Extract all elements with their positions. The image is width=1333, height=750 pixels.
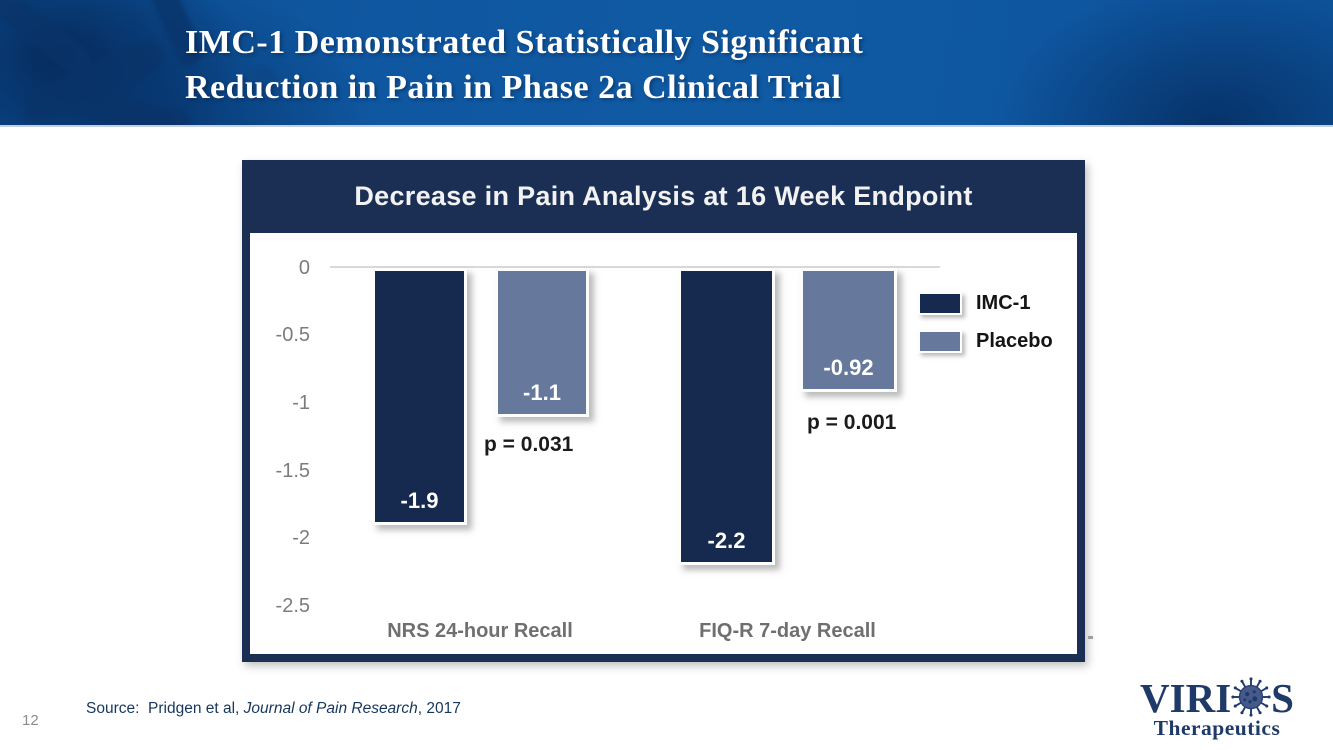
legend-label-placebo: Placebo [976, 330, 1053, 352]
virus-icon [1231, 676, 1271, 718]
y-axis-tick: -2 [292, 527, 310, 549]
legend: IMC-1 Placebo [918, 290, 1053, 366]
chart-panel [242, 160, 1085, 662]
legend-swatch-imc1 [918, 292, 962, 315]
logo-word-right: S [1271, 675, 1294, 721]
category-label-fiq: FIQ-R 7-day Recall [699, 620, 876, 642]
p-value-nrs: p = 0.031 [484, 433, 574, 456]
legend-item-imc1: IMC-1 [918, 290, 1053, 317]
source-journal: Journal of Pain Research [243, 700, 418, 717]
zero-gridline [330, 266, 940, 268]
bar-value-label: -0.92 [823, 355, 874, 380]
y-axis-tick: -1.5 [275, 460, 310, 482]
microbe-blob-icon [300, 30, 318, 48]
source-prefix: Source: Pridgen et al, [86, 700, 244, 717]
microbe-rod-icon [68, 87, 192, 125]
legend-item-placebo: Placebo [918, 328, 1053, 355]
microbe-art [0, 0, 430, 125]
bar-value-label: -2.2 [707, 528, 746, 553]
legend-swatch-placebo [918, 330, 962, 353]
bar-value-label: -1.1 [523, 380, 561, 405]
page-number: 12 [22, 712, 39, 729]
p-value-fiq: p = 0.001 [807, 411, 897, 434]
bar-imc1-nrs: -1.9 [372, 268, 467, 525]
source-citation: Source: Pridgen et al, Journal of Pain R… [86, 700, 461, 718]
category-label-nrs: NRS 24-hour Recall [387, 620, 573, 642]
source-suffix: , 2017 [417, 700, 461, 717]
y-axis-tick: -1 [292, 392, 310, 414]
bar-value-label: -1.9 [400, 488, 439, 513]
y-axis-tick: -0.5 [275, 324, 310, 346]
logo-word-left: VIRI [1140, 675, 1232, 721]
logo-subtitle: Therapeutics [1153, 716, 1281, 740]
microbe-blob-icon [250, 66, 276, 92]
chart-title-bar: Decrease in Pain Analysis at 16 Week End… [242, 160, 1085, 233]
logo-wordmark: VIRI [1126, 676, 1308, 720]
y-axis-tick: -2.5 [275, 595, 310, 617]
bar-placebo-fiq: -0.92 [800, 268, 897, 392]
slide-title: IMC-1 Demonstrated Statistically Signifi… [185, 20, 863, 110]
virios-logo: VIRI [1126, 676, 1308, 740]
chart-title: Decrease in Pain Analysis at 16 Week End… [354, 181, 973, 211]
bar-imc1-fiq: -2.2 [678, 268, 775, 565]
y-axis-tick: 0 [298, 257, 310, 279]
slide-title-line1: IMC-1 Demonstrated Statistically Signifi… [185, 24, 864, 61]
header-banner: IMC-1 Demonstrated Statistically Signifi… [0, 0, 1333, 127]
legend-label-imc1: IMC-1 [976, 292, 1031, 314]
slide-title-line2: Reduction in Pain in Phase 2a Clinical T… [185, 69, 842, 106]
stray-mark [1088, 636, 1093, 639]
bar-placebo-nrs: -1.1 [495, 268, 589, 417]
